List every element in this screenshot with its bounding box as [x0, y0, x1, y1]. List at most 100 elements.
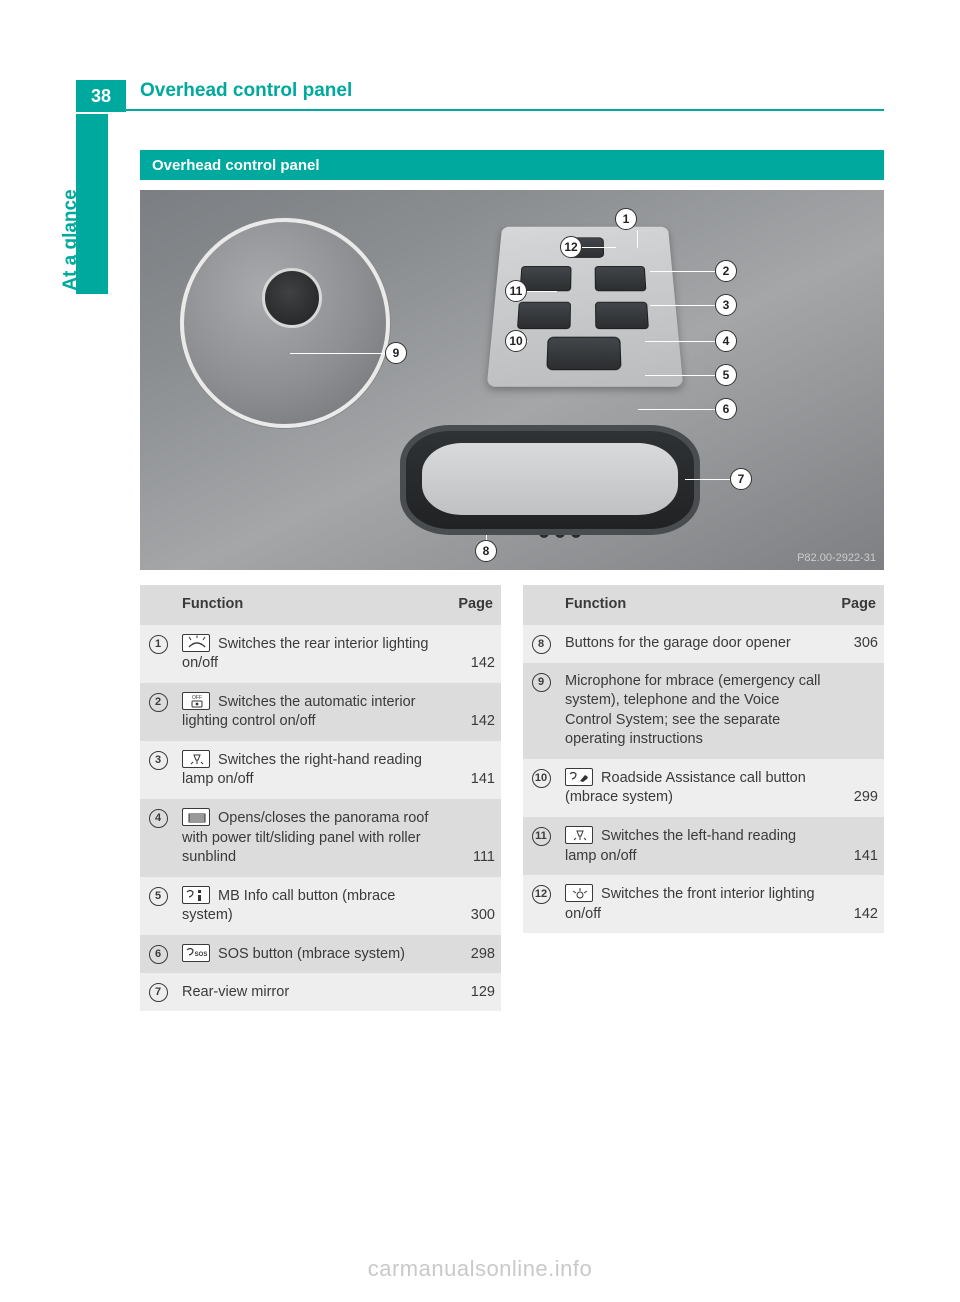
mb-info-icon	[182, 886, 210, 904]
row-text: Microphone for mbrace (emergency call sy…	[565, 673, 820, 748]
row-function: Opens/closes the panorama roof with powe…	[174, 799, 449, 877]
sos-icon: SOS	[182, 944, 210, 962]
reading-lamp-icon	[182, 750, 210, 768]
console-button	[595, 302, 649, 329]
console-button	[595, 266, 647, 291]
row-text: Switches the rear interior lighting on/o…	[182, 636, 428, 672]
row-marker: 3	[140, 741, 174, 799]
table-row: 4 Opens/closes the panorama roof with po…	[140, 799, 501, 877]
page: 38 Overhead control panel At a glance Ov…	[0, 0, 960, 1302]
figure-inset-mirror	[180, 218, 390, 428]
console-button	[546, 337, 621, 371]
callout-11: 11	[505, 280, 527, 302]
th-function: Function	[557, 585, 832, 625]
row-page: 142	[449, 625, 501, 683]
reading-lamp-icon	[565, 826, 593, 844]
row-function: Switches the rear interior lighting on/o…	[174, 625, 449, 683]
row-text: Switches the front interior lighting on/…	[565, 886, 815, 922]
row-page: 298	[449, 935, 501, 974]
row-text: Rear-view mirror	[182, 984, 289, 1000]
section-title: Overhead control panel	[152, 157, 320, 174]
header-underline	[76, 109, 884, 111]
row-function: Microphone for mbrace (emergency call sy…	[557, 663, 832, 759]
callout-12: 12	[560, 236, 582, 258]
auto-light-icon: OFF	[182, 692, 210, 710]
console-button	[520, 266, 572, 291]
table-row: 11 Switches the left-hand reading lamp o…	[523, 817, 884, 875]
svg-text:OFF: OFF	[192, 695, 202, 701]
row-text: SOS button (mbrace system)	[214, 946, 405, 962]
table-row: 2OFF Switches the automatic interior lig…	[140, 683, 501, 741]
row-function: OFF Switches the automatic interior ligh…	[174, 683, 449, 741]
callout-5: 5	[715, 364, 737, 386]
rear-light-icon	[182, 634, 210, 652]
callout-9: 9	[385, 342, 407, 364]
row-marker: 9	[523, 663, 557, 759]
table-row: 1 Switches the rear interior lighting on…	[140, 625, 501, 683]
header-row: 38 Overhead control panel	[0, 80, 960, 112]
table-row: 12 Switches the front interior lighting …	[523, 875, 884, 933]
overhead-panel-figure: 1 2 3 4 5 6 7 8 9 10 11 12 P82.00-2922-3…	[140, 190, 884, 570]
row-text: Buttons for the garage door opener	[565, 635, 791, 651]
table-row: 8 Buttons for the garage door opener 306	[523, 625, 884, 663]
row-page: 129	[449, 973, 501, 1011]
row-text: Switches the automatic interior lighting…	[182, 694, 415, 730]
callout-4: 4	[715, 330, 737, 352]
table-row: 10 Roadside Assistance call button (mbra…	[523, 759, 884, 817]
row-text: Switches the left-hand reading lamp on/o…	[565, 828, 796, 864]
row-marker: 8	[523, 625, 557, 663]
console-button	[517, 302, 571, 329]
row-page: 142	[832, 875, 884, 933]
row-marker: 6	[140, 935, 174, 974]
callout-6: 6	[715, 398, 737, 420]
table-row: 7 Rear-view mirror 129	[140, 973, 501, 1011]
row-marker: 5	[140, 877, 174, 935]
row-marker: 7	[140, 973, 174, 1011]
front-light-icon	[565, 884, 593, 902]
figure-console	[487, 227, 684, 387]
roadside-icon	[565, 768, 593, 786]
function-table-right: Function Page 8Buttons for the garage do…	[523, 585, 884, 933]
table-row: 3 Switches the right-hand reading lamp o…	[140, 741, 501, 799]
right-column: Function Page 8Buttons for the garage do…	[523, 585, 884, 1242]
row-text: Switches the right-hand reading lamp on/…	[182, 752, 422, 788]
row-function: Switches the right-hand reading lamp on/…	[174, 741, 449, 799]
row-page: 141	[832, 817, 884, 875]
row-function: SOS SOS button (mbrace system)	[174, 935, 449, 974]
row-marker: 4	[140, 799, 174, 877]
row-page: 141	[449, 741, 501, 799]
row-page: 300	[449, 877, 501, 935]
row-function: Switches the left-hand reading lamp on/o…	[557, 817, 832, 875]
row-function: MB Info call button (mbrace system)	[174, 877, 449, 935]
callout-2: 2	[715, 260, 737, 282]
row-page: 111	[449, 799, 501, 877]
row-page: 142	[449, 683, 501, 741]
row-text: MB Info call button (mbrace system)	[182, 888, 395, 924]
row-page: 306	[832, 625, 884, 663]
figure-ref: P82.00-2922-31	[797, 552, 876, 564]
callout-10: 10	[505, 330, 527, 352]
table-row: 5 MB Info call button (mbrace system) 300	[140, 877, 501, 935]
callout-7: 7	[730, 468, 752, 490]
callout-8: 8	[475, 540, 497, 562]
roof-icon	[182, 808, 210, 826]
page-number: 38	[76, 80, 126, 112]
svg-text:SOS: SOS	[195, 952, 208, 958]
callout-1: 1	[615, 208, 637, 230]
side-label: At a glance	[60, 150, 82, 330]
th-function: Function	[174, 585, 449, 625]
row-page	[832, 663, 884, 759]
th-page: Page	[449, 585, 501, 625]
row-function: Switches the front interior lighting on/…	[557, 875, 832, 933]
row-function: Rear-view mirror	[174, 973, 449, 1011]
row-marker: 2	[140, 683, 174, 741]
section-title-bar: Overhead control panel	[140, 150, 884, 180]
table-row: 6SOS SOS button (mbrace system)298	[140, 935, 501, 974]
row-marker: 11	[523, 817, 557, 875]
figure-rear-view-mirror	[400, 425, 700, 535]
row-function: Roadside Assistance call button (mbrace …	[557, 759, 832, 817]
watermark: carmanualsonline.info	[0, 1256, 960, 1282]
table-row: 9Microphone for mbrace (emergency call s…	[523, 663, 884, 759]
callout-3: 3	[715, 294, 737, 316]
row-marker: 1	[140, 625, 174, 683]
